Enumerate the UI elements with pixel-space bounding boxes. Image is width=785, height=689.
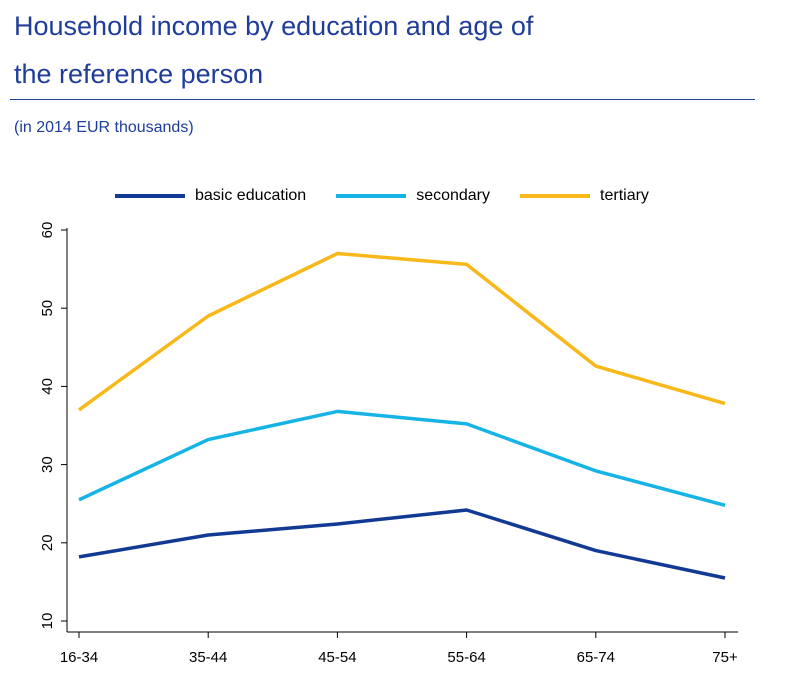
series-line-secondary [78,409,726,507]
legend-label-tertiary: tertiary [600,187,649,204]
legend-item-basic-education: basic education [115,186,306,206]
chart-subtitle: (in 2014 EUR thousands) [14,119,194,136]
title-divider [10,99,755,100]
chart-title-line-1: Household income by education and age of [14,11,534,41]
y-axis: 10 20 30 40 50 60 [39,222,68,632]
legend-item-tertiary: tertiary [520,186,649,206]
chart-legend: basic education secondary tertiary [115,183,679,209]
y-tick-label: 30 [39,456,56,473]
legend-item-secondary: secondary [336,186,490,206]
x-tick-label: 75+ [712,649,738,666]
legend-swatch-tertiary [520,194,591,198]
y-tick-label: 20 [39,534,56,551]
x-tick-label: 65-74 [577,649,615,666]
series-line-tertiary [77,251,726,412]
y-tick-label: 10 [39,613,56,630]
x-tick-label: 45-54 [318,649,356,666]
series-lines [77,251,726,580]
x-axis: 16-34 35-44 45-54 55-64 65-74 75+ [60,631,738,666]
x-tick-label: 55-64 [447,649,485,666]
legend-label-secondary: secondary [416,187,491,204]
legend-label-basic-education: basic education [195,187,307,204]
x-tick-label: 16-34 [60,649,98,666]
x-tick-label: 35-44 [189,649,227,666]
series-line-basic-education [78,508,726,580]
chart-title: Household income by education and age of… [14,2,754,98]
legend-swatch-secondary [336,194,407,198]
y-tick-label: 60 [39,222,56,239]
legend-swatch-basic-education [115,194,185,198]
y-tick-label: 50 [39,300,56,317]
y-tick-label: 40 [39,378,56,395]
chart-title-line-2: the reference person [14,59,264,89]
